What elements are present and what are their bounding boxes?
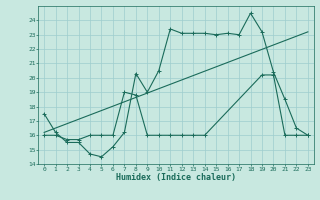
X-axis label: Humidex (Indice chaleur): Humidex (Indice chaleur) (116, 173, 236, 182)
